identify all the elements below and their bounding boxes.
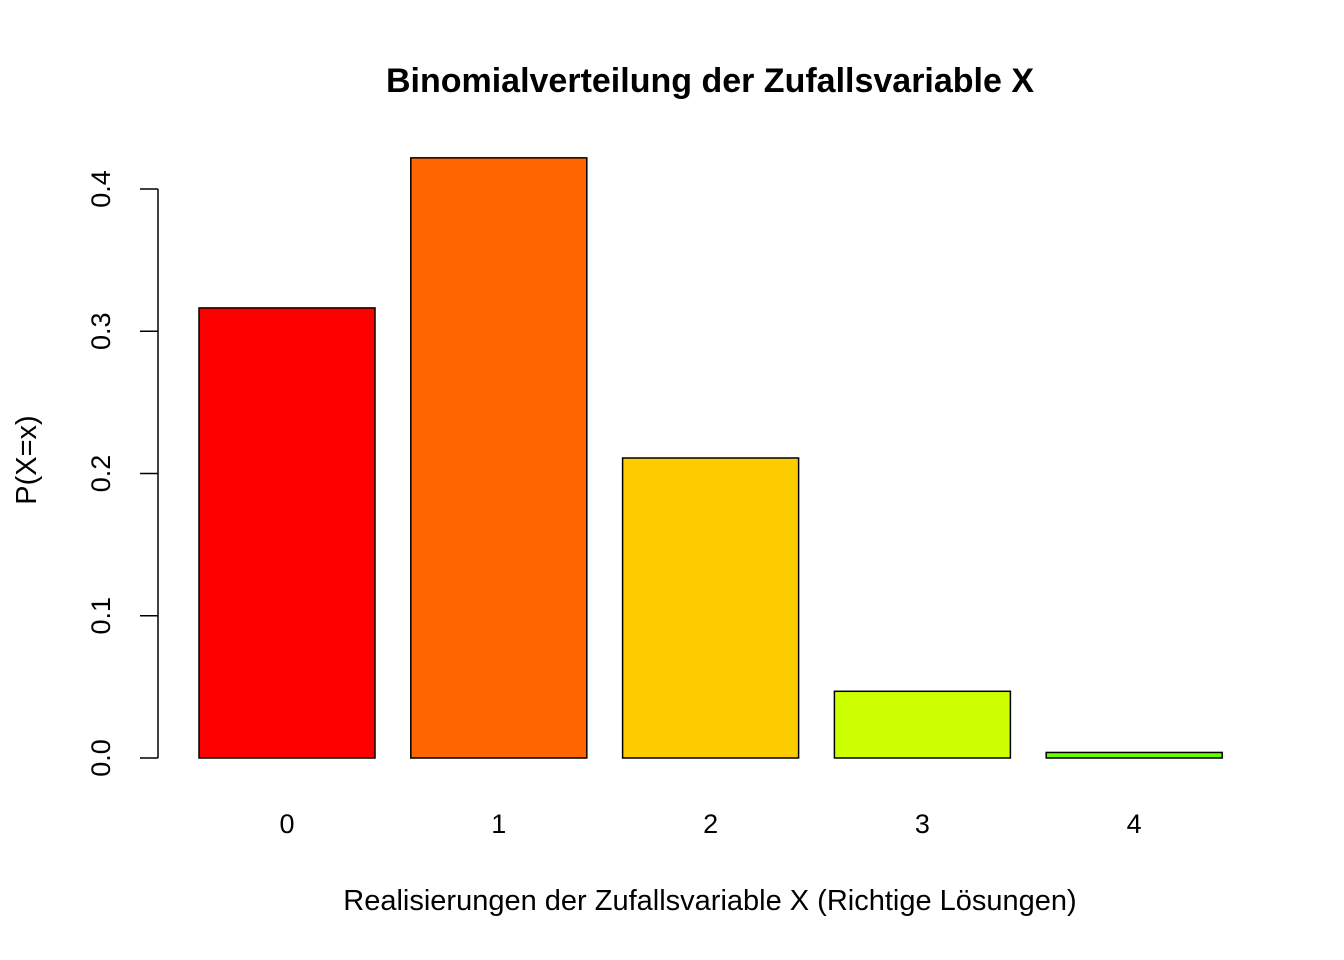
chart-title: Binomialverteilung der Zufallsvariable X	[386, 62, 1034, 100]
x-tick-label: 2	[703, 809, 718, 839]
bar-4	[1045, 751, 1223, 759]
x-tick-label: 3	[915, 809, 930, 839]
x-tick-label: 0	[279, 809, 294, 839]
bar-3	[833, 690, 1012, 759]
y-tick-label: 0.0	[86, 739, 116, 777]
y-tick-label: 0.2	[86, 455, 116, 493]
bar-2	[621, 457, 800, 759]
bar-0	[198, 307, 376, 759]
y-tick-label: 0.3	[86, 312, 116, 350]
y-tick-label: 0.4	[86, 170, 116, 208]
y-axis-label: P(X=x)	[11, 415, 43, 504]
bar-1	[410, 157, 588, 759]
y-tick-label: 0.1	[86, 597, 116, 635]
x-axis-label: Realisierungen der Zufallsvariable X (Ri…	[343, 885, 1076, 917]
x-tick-label: 4	[1127, 809, 1142, 839]
x-tick-label: 1	[491, 809, 506, 839]
